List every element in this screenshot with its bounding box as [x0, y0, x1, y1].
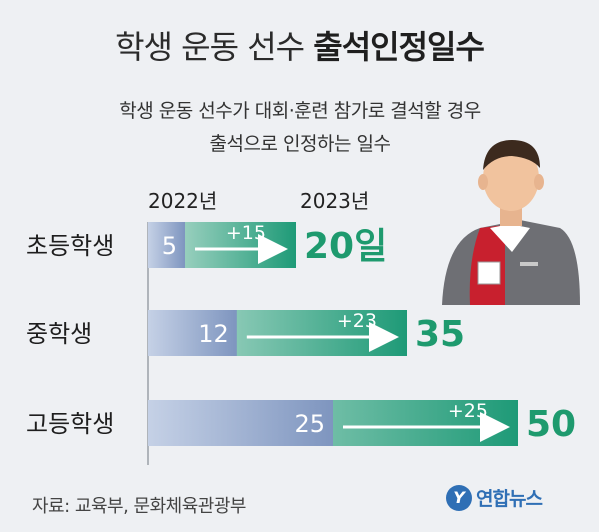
- value-2022-label: 12: [198, 320, 229, 348]
- category-label: 초등학생: [26, 232, 114, 260]
- subtitle: 학생 운동 선수가 대회·훈련 참가로 결석할 경우 출석으로 인정하는 일수: [40, 95, 560, 161]
- legend-2022: 2022년: [148, 189, 217, 213]
- bar-2022: [148, 222, 185, 268]
- value-2023-label: 20일: [304, 226, 387, 267]
- subtitle-line-2: 출석으로 인정하는 일수: [209, 133, 391, 155]
- source-note: 자료: 교육부, 문화체육관광부: [32, 496, 246, 517]
- title-plain: 학생 운동 선수: [115, 28, 305, 66]
- value-2023-label: 35: [415, 314, 465, 355]
- student-athlete-icon: [442, 140, 580, 305]
- increase-label: +25: [448, 400, 488, 422]
- increase-label: +15: [226, 222, 266, 244]
- category-label: 고등학생: [26, 410, 114, 438]
- value-2022-label: 25: [294, 410, 325, 438]
- value-2022-label: 5: [162, 232, 177, 260]
- category-label: 중학생: [26, 320, 92, 348]
- legend-2023: 2023년: [300, 189, 369, 213]
- bar-2022: [148, 310, 237, 356]
- logo-text: 연합뉴스: [476, 488, 543, 510]
- yonhap-logo: Y 연합뉴스: [446, 484, 543, 511]
- page-title: 학생 운동 선수 출석인정일수: [0, 22, 599, 68]
- title-bold: 출석인정일수: [313, 28, 485, 66]
- increase-label: +23: [337, 310, 377, 332]
- bar-2022: [148, 400, 333, 446]
- value-2023-label: 50: [526, 404, 576, 445]
- subtitle-line-1: 학생 운동 선수가 대회·훈련 참가로 결석할 경우: [119, 100, 481, 122]
- logo-mark-icon: Y: [446, 484, 472, 511]
